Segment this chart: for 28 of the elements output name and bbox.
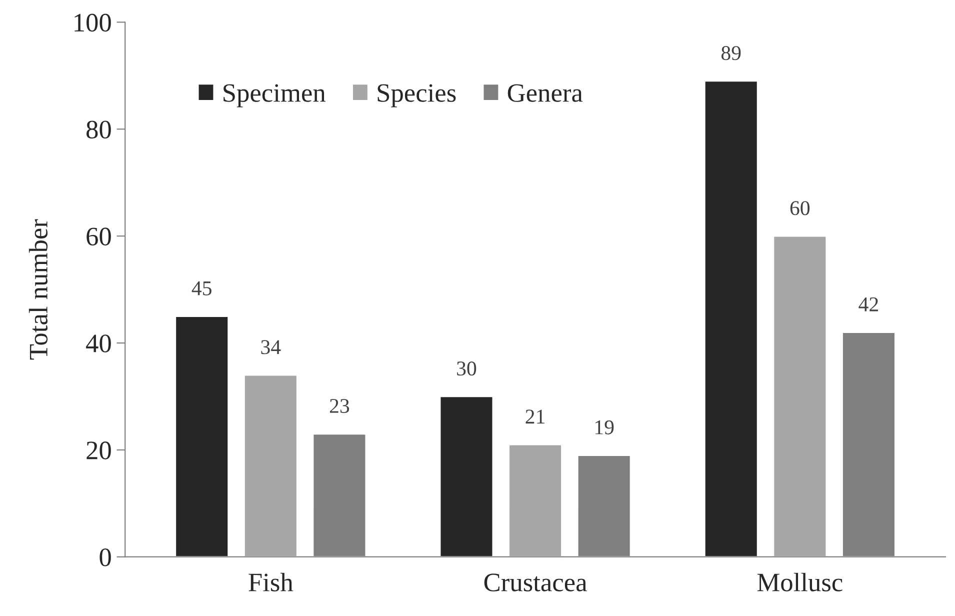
bar — [174, 316, 230, 557]
legend-label: Species — [378, 84, 456, 108]
y-tick-label: 40 — [86, 334, 111, 352]
bar — [243, 374, 298, 557]
x-tick-label: Crustacea — [484, 574, 587, 592]
x-tick-label: Fish — [248, 572, 294, 592]
legend-label: Specimen — [224, 84, 326, 108]
legend-label: Genera — [508, 84, 583, 102]
y-tick-label: 100 — [74, 14, 111, 32]
data-label: 42 — [858, 297, 878, 312]
bar — [772, 235, 828, 557]
y-tick-label: 0 — [100, 548, 111, 566]
data-label: 23 — [330, 398, 350, 413]
data-label: 21 — [526, 410, 544, 424]
data-label: 45 — [192, 281, 212, 296]
y-tick-label: 80 — [86, 120, 111, 139]
y-axis-title: Total number — [28, 219, 48, 360]
x-tick-label: Mollusc — [757, 572, 842, 592]
y-tick-label: 20 — [86, 442, 111, 460]
data-label: 34 — [261, 340, 281, 354]
data-label: 30 — [457, 362, 476, 376]
bar — [439, 396, 494, 557]
data-label: 89 — [721, 46, 741, 60]
data-label: 19 — [595, 420, 614, 434]
data-label: 60 — [790, 201, 810, 216]
bar — [508, 444, 562, 557]
bar — [704, 80, 758, 557]
y-tick-label: 60 — [86, 228, 111, 246]
